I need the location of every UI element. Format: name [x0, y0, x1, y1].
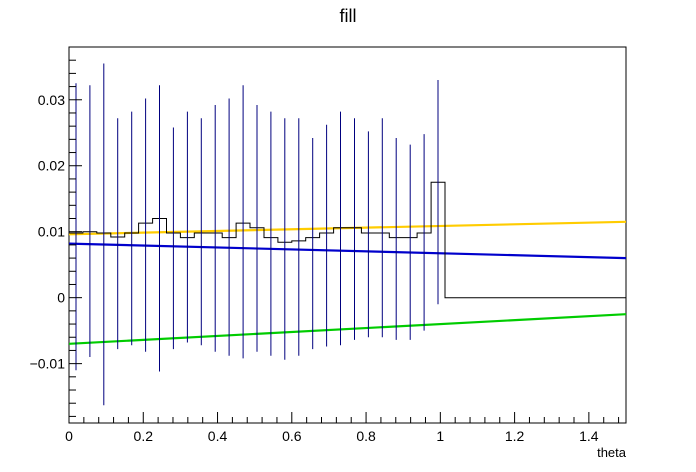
- y-tick-label: 0.02: [38, 158, 65, 174]
- x-tick-label: 1: [436, 428, 444, 444]
- x-tick-label: 0.8: [356, 428, 376, 444]
- fit-lines: [68, 220, 627, 345]
- x-tick-label: 1.2: [505, 428, 525, 444]
- plot-frame: [68, 46, 627, 424]
- x-tick-label: 0: [65, 428, 73, 444]
- plot-area-border: [68, 46, 627, 424]
- histogram: [69, 181, 626, 299]
- series-line-2: [68, 242, 627, 260]
- y-tick-label: 0.01: [38, 224, 65, 240]
- chart-title: fill: [340, 6, 357, 26]
- y-tick-label: −0.01: [30, 356, 66, 372]
- histogram-outline: [69, 181, 626, 299]
- y-tick-label: 0.03: [38, 92, 65, 108]
- x-tick-label: 0.2: [134, 428, 154, 444]
- y-tick-label: 0: [57, 290, 65, 306]
- series-line-3: [68, 313, 627, 345]
- axes: 0 0.2 0.4 0.6 0.8 1 1.2 1.4 −0.01 0 0.01 0.02 0.03: [30, 59, 620, 444]
- x-axis-label: theta: [597, 445, 627, 460]
- error-bars: [75, 63, 439, 406]
- x-tick-label: 1.4: [579, 428, 599, 444]
- x-tick-label: 0.4: [208, 428, 228, 444]
- x-tick-label: 0.6: [282, 428, 302, 444]
